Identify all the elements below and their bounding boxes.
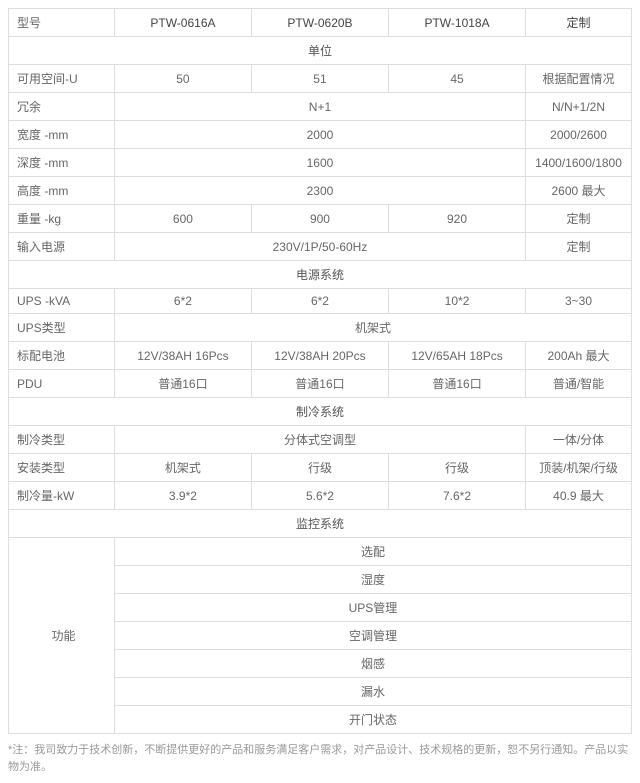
row-label: 宽度 -mm — [9, 121, 115, 149]
table-row: UPS类型 机架式 — [9, 314, 632, 342]
cell: 51 — [251, 65, 388, 93]
cell: 行级 — [389, 454, 526, 482]
row-label: UPS -kVA — [9, 289, 115, 314]
functions-label: 功能 — [9, 538, 115, 734]
header-row: 型号 PTW-0616A PTW-0620B PTW-1018A 定制 — [9, 9, 632, 37]
row-label: 安装类型 — [9, 454, 115, 482]
row-label: UPS类型 — [9, 314, 115, 342]
cell: 12V/38AH 16Pcs — [114, 342, 251, 370]
table-row: 制冷类型 分体式空调型 一体/分体 — [9, 426, 632, 454]
cell: 一体/分体 — [526, 426, 632, 454]
cell: 普通16口 — [114, 370, 251, 398]
cell: 600 — [114, 205, 251, 233]
table-row: 冗余 N+1 N/N+1/2N — [9, 93, 632, 121]
cell: 2000 — [114, 121, 525, 149]
cell: 2300 — [114, 177, 525, 205]
cell: 7.6*2 — [389, 482, 526, 510]
row-label: 标配电池 — [9, 342, 115, 370]
row-label: PDU — [9, 370, 115, 398]
table-row: 重量 -kg 600 900 920 定制 — [9, 205, 632, 233]
section-power: 电源系统 — [9, 261, 632, 289]
cell: 根据配置情况 — [526, 65, 632, 93]
cell: 45 — [389, 65, 526, 93]
cell: 机架式 — [114, 454, 251, 482]
cell: 分体式空调型 — [114, 426, 525, 454]
cell: 机架式 — [114, 314, 631, 342]
table-row: UPS -kVA 6*2 6*2 10*2 3~30 — [9, 289, 632, 314]
col-4: 定制 — [526, 9, 632, 37]
cell: 普通16口 — [251, 370, 388, 398]
function-item: 湿度 — [114, 566, 631, 594]
cell: 普通16口 — [389, 370, 526, 398]
section-unit: 单位 — [9, 37, 632, 65]
row-label: 输入电源 — [9, 233, 115, 261]
table-row: 制冷量-kW 3.9*2 5.6*2 7.6*2 40.9 最大 — [9, 482, 632, 510]
table-row: 宽度 -mm 2000 2000/2600 — [9, 121, 632, 149]
cell: 3.9*2 — [114, 482, 251, 510]
table-row: 标配电池 12V/38AH 16Pcs 12V/38AH 20Pcs 12V/6… — [9, 342, 632, 370]
table-row: 输入电源 230V/1P/50-60Hz 定制 — [9, 233, 632, 261]
cell: 1600 — [114, 149, 525, 177]
row-label: 高度 -mm — [9, 177, 115, 205]
table-row: PDU 普通16口 普通16口 普通16口 普通/智能 — [9, 370, 632, 398]
spec-table: 型号 PTW-0616A PTW-0620B PTW-1018A 定制 单位 可… — [8, 8, 632, 734]
cell: 200Ah 最大 — [526, 342, 632, 370]
cell: 1400/1600/1800 — [526, 149, 632, 177]
cell: 2000/2600 — [526, 121, 632, 149]
row-label: 制冷类型 — [9, 426, 115, 454]
col-model: 型号 — [9, 9, 115, 37]
table-row: 安装类型 机架式 行级 行级 顶装/机架/行级 — [9, 454, 632, 482]
cell: N/N+1/2N — [526, 93, 632, 121]
function-item: 选配 — [114, 538, 631, 566]
cell: 5.6*2 — [251, 482, 388, 510]
row-label: 深度 -mm — [9, 149, 115, 177]
cell: 50 — [114, 65, 251, 93]
cell: 3~30 — [526, 289, 632, 314]
cell: 10*2 — [389, 289, 526, 314]
row-label: 冗余 — [9, 93, 115, 121]
function-item: 开门状态 — [114, 706, 631, 734]
cell: 6*2 — [251, 289, 388, 314]
function-item: 烟感 — [114, 650, 631, 678]
row-label: 重量 -kg — [9, 205, 115, 233]
cell: 6*2 — [114, 289, 251, 314]
cell: 12V/65AH 18Pcs — [389, 342, 526, 370]
table-row: 可用空间-U 50 51 45 根据配置情况 — [9, 65, 632, 93]
table-row: 深度 -mm 1600 1400/1600/1800 — [9, 149, 632, 177]
section-cooling: 制冷系统 — [9, 398, 632, 426]
cell: 定制 — [526, 233, 632, 261]
section-monitor: 监控系统 — [9, 510, 632, 538]
cell: N+1 — [114, 93, 525, 121]
function-item: 漏水 — [114, 678, 631, 706]
cell: 920 — [389, 205, 526, 233]
cell: 2600 最大 — [526, 177, 632, 205]
cell: 900 — [251, 205, 388, 233]
row-label: 可用空间-U — [9, 65, 115, 93]
footnote: *注：我司致力于技术创新，不断提供更好的产品和服务满足客户需求，对产品设计、技术… — [8, 742, 632, 775]
cell: 40.9 最大 — [526, 482, 632, 510]
cell: 行级 — [251, 454, 388, 482]
cell: 普通/智能 — [526, 370, 632, 398]
cell: 顶装/机架/行级 — [526, 454, 632, 482]
cell: 定制 — [526, 205, 632, 233]
col-1: PTW-0616A — [114, 9, 251, 37]
col-3: PTW-1018A — [389, 9, 526, 37]
row-label: 制冷量-kW — [9, 482, 115, 510]
col-2: PTW-0620B — [251, 9, 388, 37]
cell: 12V/38AH 20Pcs — [251, 342, 388, 370]
table-row: 高度 -mm 2300 2600 最大 — [9, 177, 632, 205]
function-item: 空调管理 — [114, 622, 631, 650]
table-row: 功能 选配 — [9, 538, 632, 566]
cell: 230V/1P/50-60Hz — [114, 233, 525, 261]
